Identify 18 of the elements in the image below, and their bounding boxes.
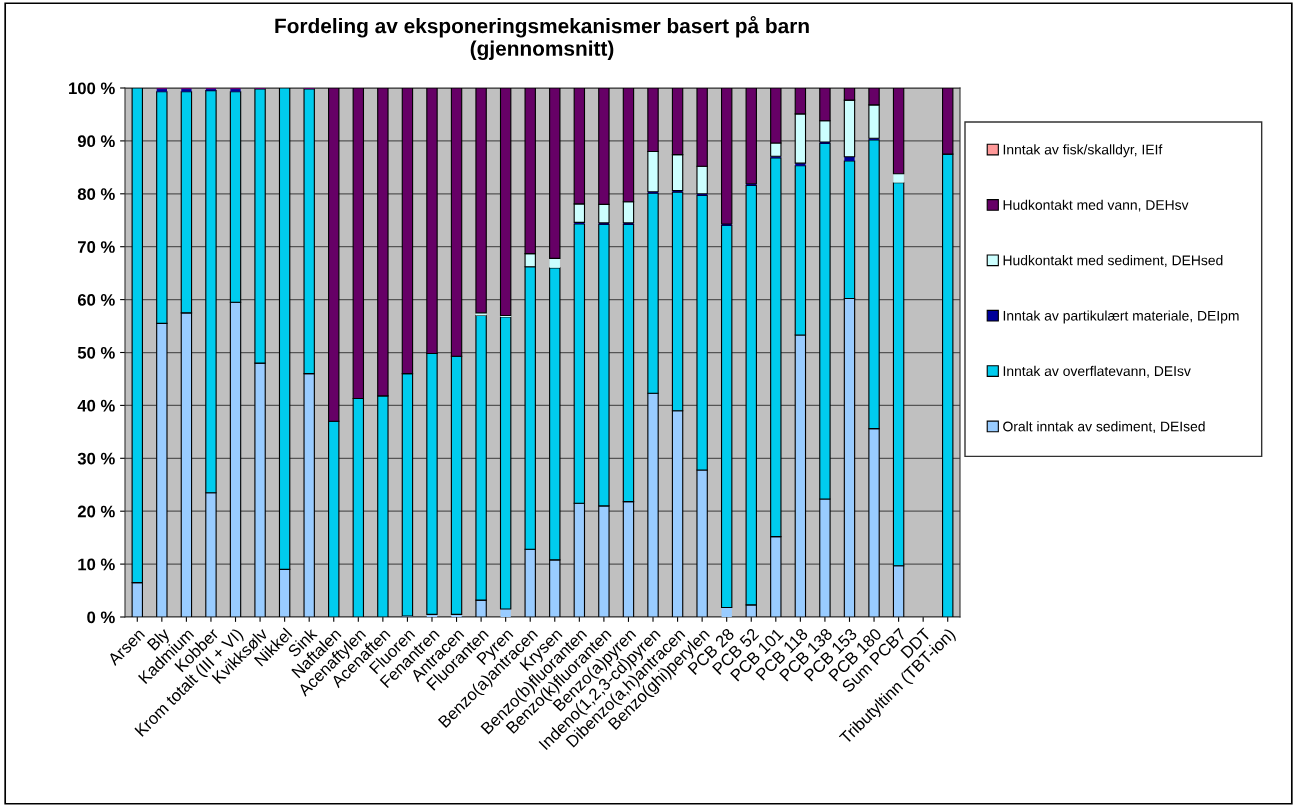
- y-tick-label: 90 %: [77, 135, 115, 148]
- y-tick-label: 0 %: [87, 611, 115, 624]
- legend-label: Hudkontakt med sediment, DEHsed: [1003, 255, 1223, 267]
- legend-label: Inntak av fisk/skalldyr, IEIf: [1003, 144, 1163, 158]
- y-tick-label: 50 %: [77, 346, 115, 359]
- y-tick-label: 40 %: [77, 399, 115, 412]
- legend-label: Oralt inntak av sediment, DEIsed: [1003, 421, 1205, 434]
- legend-label: Inntak av partikulært materiale, DEIpm: [1003, 310, 1239, 324]
- y-tick-label: 60 %: [77, 294, 115, 306]
- y-tick-label: 20 %: [77, 505, 115, 518]
- chart-title: Fordeling av eksponeringsmekanismer basert på barn (gjennomsnitt): [275, 15, 809, 61]
- y-tick-label: 80 %: [77, 188, 115, 200]
- legend-label: Inntak av overflatevann, DEIsv: [1003, 365, 1191, 378]
- y-tick-label: 10 %: [78, 558, 115, 571]
- y-tick-label: 30 %: [77, 452, 115, 465]
- legend-label: Hudkontakt med vann, DEHsv: [1003, 199, 1189, 212]
- y-tick-label: 70 %: [78, 241, 115, 253]
- y-tick-label: 100 %: [69, 82, 115, 95]
